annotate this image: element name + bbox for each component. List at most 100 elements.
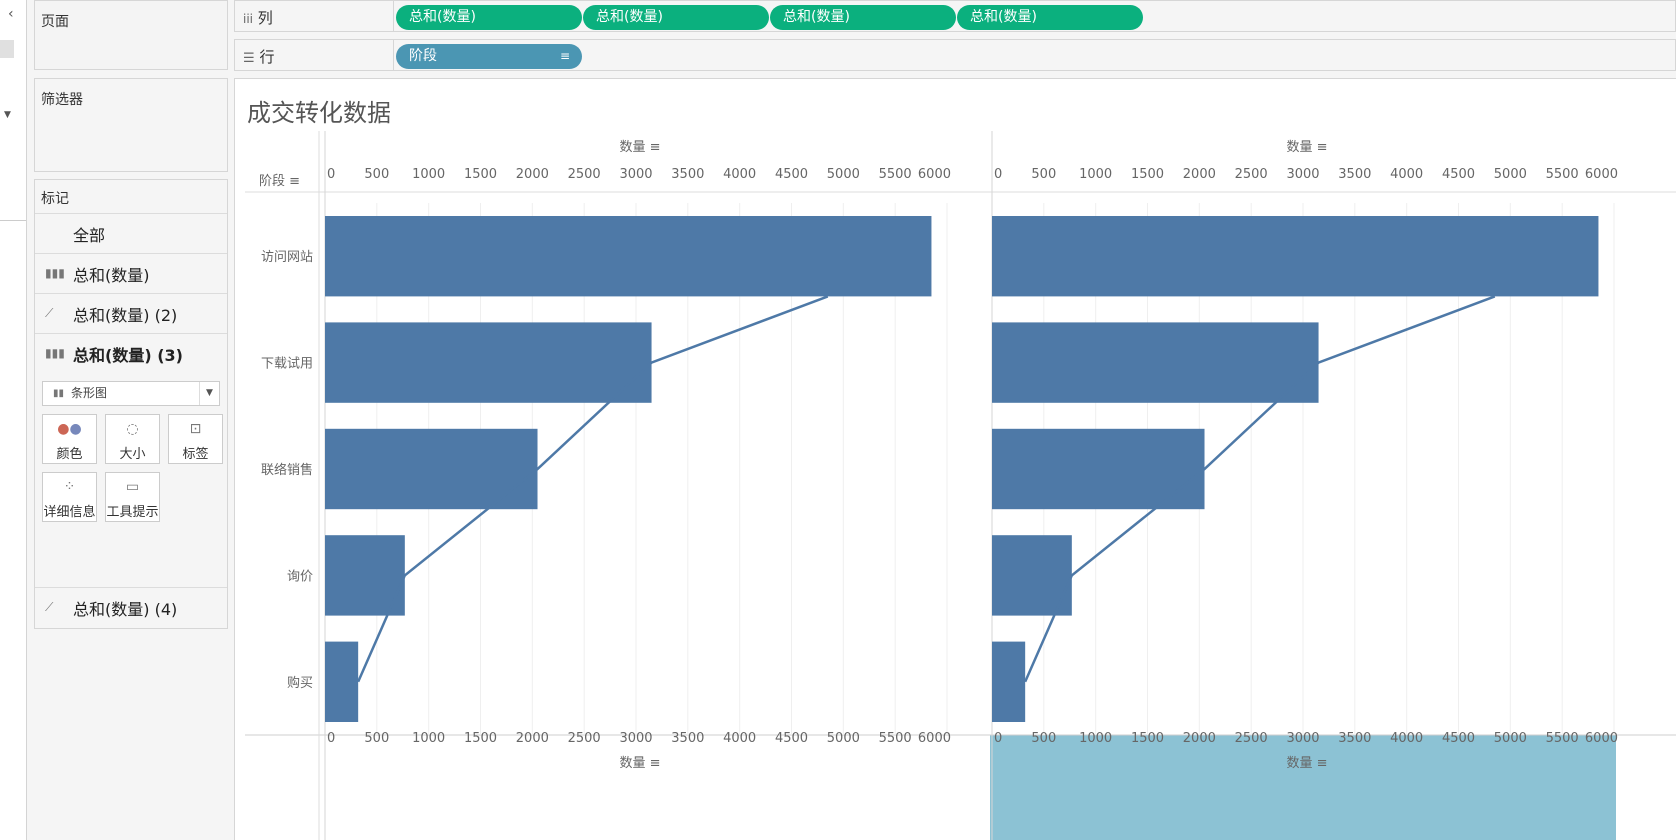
tick-label-top: 2000 — [516, 167, 549, 182]
mark-type-dropdown[interactable]: ▮▮ 条形图 ▼ — [42, 381, 220, 406]
shelf-divider — [393, 40, 394, 70]
funnel-line — [1024, 295, 1496, 683]
bar-chart-icon: ▮▮▮ — [45, 266, 65, 280]
columns-icon: iii — [243, 12, 254, 26]
rows-shelf[interactable]: ☰ 行 阶段 ≡ — [234, 39, 1676, 71]
columns-shelf-label: iii 列 — [243, 7, 273, 28]
columns-label-text: 列 — [257, 9, 273, 27]
tick-label-top: 1000 — [1079, 167, 1112, 182]
line-chart-icon: ⟋ — [45, 306, 54, 320]
marks-tab-label: 总和(数量) — [73, 265, 150, 285]
marks-tab-sum-3[interactable]: ▮▮▮ 总和(数量) (3) — [35, 333, 227, 373]
left-collapsed-strip: ‹ ▼ — [0, 0, 27, 840]
marks-tab-label: 总和(数量) (3) — [73, 345, 183, 365]
category-label: 购买 — [287, 675, 313, 691]
selected-strip-item[interactable] — [0, 40, 14, 58]
filters-card[interactable]: 筛选器 — [34, 78, 228, 172]
label-button-label: 标签 — [182, 447, 209, 462]
bar-2 — [992, 322, 1319, 403]
tick-label-top: 5500 — [879, 167, 912, 182]
tooltip-button-label: 工具提示 — [106, 505, 159, 520]
tick-label-bottom: 4500 — [775, 731, 808, 746]
bar-5 — [325, 641, 359, 722]
tick-label-top: 1500 — [1131, 167, 1164, 182]
tick-label-bottom: 4500 — [1442, 731, 1475, 746]
bar-4 — [992, 535, 1072, 616]
tick-label-top: 0 — [327, 167, 335, 182]
tick-label-top: 5000 — [827, 167, 860, 182]
tick-label-top: 3000 — [619, 167, 652, 182]
tick-label-bottom: 0 — [994, 731, 1002, 746]
column-pill-1[interactable]: 总和(数量) — [396, 5, 582, 30]
tick-label-bottom: 500 — [364, 731, 389, 746]
funnel-line — [357, 295, 829, 683]
tooltip-button[interactable]: ▭ 工具提示 — [105, 472, 160, 522]
tick-label-top: 500 — [364, 167, 389, 182]
marks-tab-sum-4[interactable]: ⟋ 总和(数量) (4) — [35, 587, 227, 627]
dropdown-arrow-icon[interactable]: ▼ — [4, 110, 11, 120]
axis-title-top: 数量 ≡ — [619, 140, 660, 155]
tick-label-top: 500 — [1031, 167, 1056, 182]
text-label-icon: ⊡ — [189, 421, 202, 437]
color-button-label: 颜色 — [56, 447, 83, 462]
collapse-chevron-icon[interactable]: ‹ — [8, 6, 14, 22]
detail-button[interactable]: ⁘ 详细信息 — [42, 472, 97, 522]
selected-axis-highlight — [990, 735, 1616, 840]
marks-card: 标记 全部 ▮▮▮ 总和(数量) ⟋ 总和(数量) (2) ▮▮▮ 总和(数量)… — [34, 179, 228, 629]
filters-title: 筛选器 — [41, 92, 83, 108]
column-pill-2[interactable]: 总和(数量) — [583, 5, 769, 30]
tick-label-top: 4500 — [1442, 167, 1475, 182]
tick-label-top: 1500 — [464, 167, 497, 182]
bar-chart-icon: ▮▮▮ — [45, 346, 65, 360]
line-chart-icon: ⟋ — [45, 600, 54, 614]
tick-label-bottom: 2000 — [516, 731, 549, 746]
tick-label-bottom: 2500 — [568, 731, 601, 746]
marks-tab-sum-1[interactable]: ▮▮▮ 总和(数量) — [35, 253, 227, 293]
tick-label-bottom: 3500 — [1338, 731, 1371, 746]
pages-card[interactable]: 页面 — [34, 0, 228, 70]
tick-label-top: 3000 — [1286, 167, 1319, 182]
tick-label-bottom: 5000 — [1494, 731, 1527, 746]
tick-label-bottom: 500 — [1031, 731, 1056, 746]
shelf-divider — [393, 1, 394, 31]
bar-1 — [325, 216, 932, 297]
tick-label-bottom: 6000 — [1585, 731, 1618, 746]
rows-shelf-label: ☰ 行 — [243, 46, 274, 67]
tick-label-bottom: 4000 — [1390, 731, 1423, 746]
sort-icon[interactable]: ≡ — [559, 49, 570, 63]
axis-title-top: 数量 ≡ — [1286, 140, 1327, 155]
tick-label-bottom: 3000 — [619, 731, 652, 746]
tick-label-bottom: 5500 — [1546, 731, 1579, 746]
tick-label-bottom: 1500 — [1131, 731, 1164, 746]
tick-label-bottom: 3000 — [1286, 731, 1319, 746]
color-button[interactable]: ●● 颜色 — [42, 414, 97, 464]
tick-label-top: 1000 — [412, 167, 445, 182]
bar-3 — [325, 428, 538, 510]
label-button[interactable]: ⊡ 标签 — [168, 414, 223, 464]
detail-dots-icon: ⁘ — [63, 479, 76, 495]
bar-1 — [992, 216, 1599, 297]
axis-title-bottom: 数量 ≡ — [619, 756, 660, 771]
marks-title: 标记 — [41, 191, 69, 207]
tick-label-bottom: 6000 — [918, 731, 951, 746]
tick-label-bottom: 3500 — [671, 731, 704, 746]
tick-label-top: 4500 — [775, 167, 808, 182]
tick-label-top: 0 — [994, 167, 1002, 182]
tick-label-top: 3500 — [1338, 167, 1371, 182]
tick-label-top: 5500 — [1546, 167, 1579, 182]
bar-4 — [325, 535, 405, 616]
chevron-down-icon[interactable]: ▼ — [199, 382, 219, 405]
tick-label-bottom: 1000 — [412, 731, 445, 746]
pages-title: 页面 — [41, 14, 69, 30]
row-pill-stage[interactable]: 阶段 ≡ — [396, 44, 582, 69]
size-button[interactable]: ◌ 大小 — [105, 414, 160, 464]
marks-tab-all[interactable]: 全部 — [35, 213, 227, 253]
strip-divider — [0, 220, 26, 221]
category-label: 询价 — [287, 569, 313, 584]
marks-tab-sum-2[interactable]: ⟋ 总和(数量) (2) — [35, 293, 227, 333]
row-header-title: 阶段 ≡ — [259, 174, 300, 189]
columns-shelf[interactable]: iii 列 总和(数量) 总和(数量) 总和(数量) 总和(数量) — [234, 0, 1676, 32]
column-pill-3[interactable]: 总和(数量) — [770, 5, 956, 30]
tick-label-top: 2500 — [568, 167, 601, 182]
column-pill-4[interactable]: 总和(数量) — [957, 5, 1143, 30]
